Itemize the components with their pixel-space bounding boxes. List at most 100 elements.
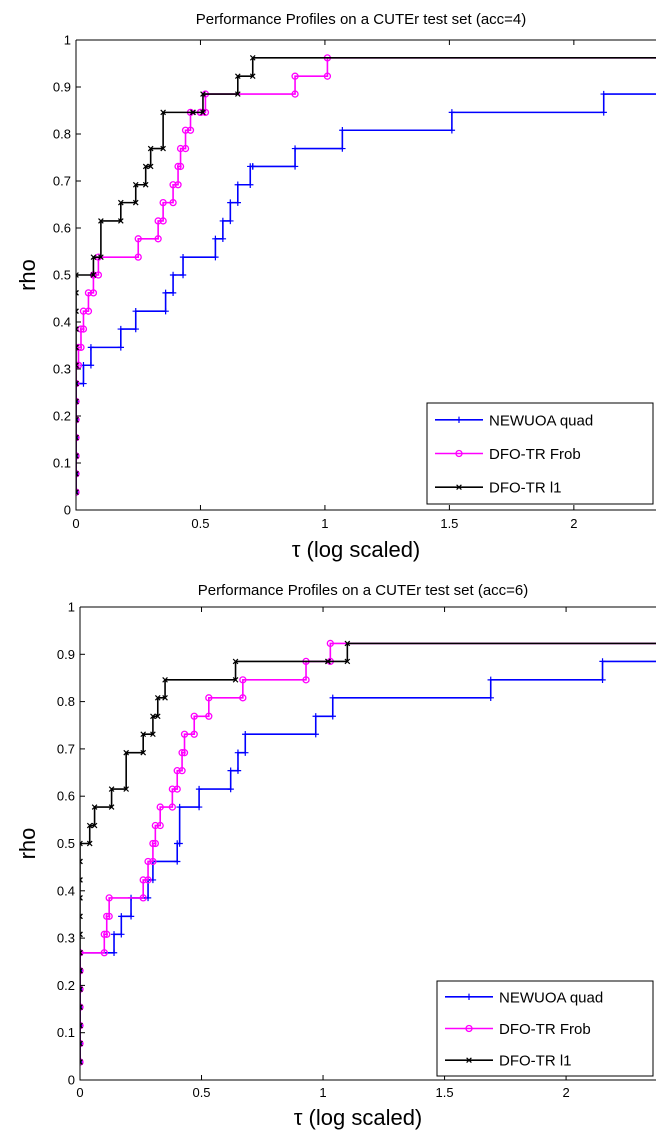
x-axis-label: τ (log scaled) xyxy=(294,1105,423,1130)
data-point xyxy=(339,145,346,152)
data-point xyxy=(76,452,80,460)
data-point xyxy=(232,677,239,683)
legend-marker xyxy=(465,993,473,1001)
data-point xyxy=(76,380,79,387)
y-tick-label: 0.8 xyxy=(57,694,75,709)
y-tick-label: 1 xyxy=(68,600,75,615)
data-point xyxy=(599,658,606,665)
data-point xyxy=(291,72,299,80)
data-point xyxy=(132,199,139,206)
data-point xyxy=(98,254,104,260)
data-point xyxy=(76,452,80,460)
y-tick-label: 0.7 xyxy=(57,741,75,756)
data-point xyxy=(312,713,319,720)
legend-label: NEWUOA quad xyxy=(489,412,593,429)
x-tick-label: 2 xyxy=(570,516,577,531)
data-point xyxy=(242,749,249,756)
data-point xyxy=(76,488,80,496)
x-tick-label: 1.5 xyxy=(440,516,458,531)
data-point xyxy=(600,109,607,116)
data-point xyxy=(80,986,83,993)
data-point xyxy=(76,416,79,423)
data-point xyxy=(76,380,80,387)
y-tick-label: 0.1 xyxy=(53,456,71,471)
data-point xyxy=(448,127,456,134)
data-point xyxy=(234,199,242,206)
data-point xyxy=(205,712,213,720)
plot-area xyxy=(76,54,656,496)
data-point xyxy=(234,181,242,188)
data-point xyxy=(147,145,154,152)
data-point xyxy=(168,803,177,811)
data-point xyxy=(76,416,80,424)
y-tick-label: 0.4 xyxy=(53,315,71,330)
data-point xyxy=(80,895,83,901)
data-point xyxy=(76,398,80,405)
series-3 xyxy=(80,640,656,1065)
x-tick-label: 2 xyxy=(562,1085,569,1100)
legend: NEWUOA quad DFO-TR Frob DFO-TR l1 xyxy=(426,402,654,505)
data-point xyxy=(76,453,79,459)
x-tick-label: 1 xyxy=(321,516,328,531)
data-point xyxy=(80,877,83,883)
data-point xyxy=(76,397,80,406)
y-axis-label: rho xyxy=(15,259,40,291)
legend-entry-2: DFO-TR Frob xyxy=(445,1021,591,1038)
data-point xyxy=(600,90,607,98)
data-point xyxy=(90,254,97,260)
data-point xyxy=(212,235,219,243)
data-point xyxy=(232,658,239,665)
y-tick-label: 0.7 xyxy=(53,174,71,189)
data-point xyxy=(168,785,177,793)
data-point xyxy=(242,731,249,738)
data-point xyxy=(200,91,206,97)
data-point xyxy=(80,1021,84,1030)
data-point xyxy=(80,949,84,957)
x-tick-label: 0 xyxy=(76,1085,83,1100)
data-point xyxy=(80,1059,83,1065)
data-point xyxy=(139,876,147,884)
x-tick-label: 0 xyxy=(72,516,79,531)
data-point xyxy=(86,822,93,829)
data-point xyxy=(149,839,157,848)
data-point xyxy=(162,307,169,315)
y-tick-label: 0.9 xyxy=(57,647,75,662)
data-point xyxy=(151,839,159,848)
data-point xyxy=(178,749,186,757)
data-point xyxy=(160,109,166,116)
data-point xyxy=(140,731,147,738)
data-point xyxy=(80,985,84,993)
legend-label: DFO-TR l1 xyxy=(499,1053,572,1070)
legend-entry-3: DFO-TR l1 xyxy=(445,1053,572,1070)
data-point xyxy=(156,803,164,811)
data-point xyxy=(76,470,79,477)
data-point xyxy=(291,90,299,98)
data-point xyxy=(117,199,124,206)
data-point xyxy=(76,470,80,478)
data-point xyxy=(80,1058,84,1066)
data-point xyxy=(329,713,336,720)
data-point xyxy=(90,272,97,278)
data-point xyxy=(110,949,118,956)
data-point xyxy=(98,218,104,224)
legend-marker xyxy=(456,484,462,490)
data-point xyxy=(80,913,83,920)
data-point xyxy=(181,126,190,134)
data-point xyxy=(110,931,118,938)
data-point xyxy=(76,343,83,352)
data-point xyxy=(154,694,161,701)
data-point xyxy=(118,913,125,920)
data-point xyxy=(249,73,256,80)
chart-title: Performance Profiles on a CUTEr test set… xyxy=(196,11,527,28)
data-point xyxy=(118,931,125,938)
data-point xyxy=(134,235,142,243)
data-point xyxy=(173,767,181,775)
data-point xyxy=(76,488,80,496)
data-point xyxy=(76,308,79,315)
data-point xyxy=(103,912,111,920)
data-point xyxy=(487,694,494,702)
data-point xyxy=(174,181,182,189)
legend-label: DFO-TR Frob xyxy=(489,446,581,463)
data-point xyxy=(91,804,98,810)
